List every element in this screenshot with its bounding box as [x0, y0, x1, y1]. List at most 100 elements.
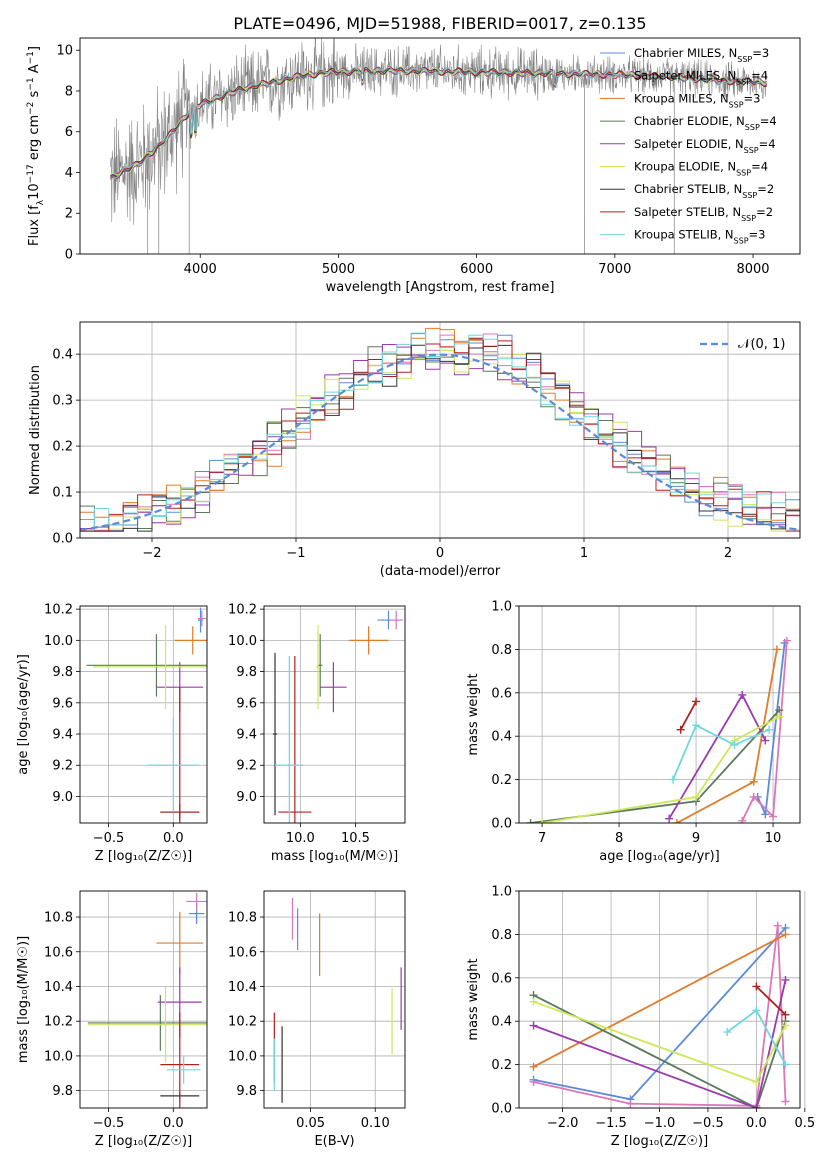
- weight-marker: [538, 819, 547, 823]
- legend-entry: Salpeter ELODIE, NSSP=4: [634, 137, 776, 155]
- weight-marker: [752, 1104, 761, 1108]
- y-tick-label: 0.2: [491, 773, 512, 788]
- y-tick-label: 10.0: [228, 634, 257, 649]
- y-tick-label: 0: [65, 248, 73, 263]
- histogram-step: [80, 334, 800, 532]
- mass_vs_Z-frame: [79, 890, 208, 1109]
- weight-line: [533, 994, 787, 1108]
- age_vs_mass-axes: 10.0 10.5 9.0 9.2 9.4 9.6 9.8 10.0 10.2: [228, 603, 405, 846]
- legend-entry: Kroupa STELIB, NSSP=3: [634, 228, 765, 246]
- y-tick-label: 0.4: [491, 1015, 512, 1030]
- weight-marker: [781, 1010, 790, 1019]
- weight-marker: [738, 816, 747, 823]
- x-axis-label: Z [log₁₀(Z/Z☉)]: [95, 849, 192, 864]
- weight_vs_age-frame: [518, 605, 801, 824]
- legend-nssp: =3: [749, 228, 766, 242]
- x-tick-label: 8: [615, 831, 623, 846]
- legend-subscript: SSP: [729, 100, 744, 109]
- weight_vs_age-marks: [526, 636, 791, 823]
- residuals-frame: [79, 321, 801, 539]
- x-tick-label: 10: [765, 831, 782, 846]
- y-tick-label: 10.0: [44, 1049, 73, 1064]
- y-tick-label: 9.4: [236, 728, 257, 743]
- model-spectrum-line: [110, 66, 767, 176]
- page-title: PLATE=0496, MJD=51988, FIBERID=0017, z=0…: [233, 14, 646, 33]
- weight-marker: [782, 636, 791, 645]
- weight-marker: [761, 810, 770, 819]
- weight-marker: [692, 697, 701, 706]
- x-axis-label: wavelength [Angstrom, rest frame]: [326, 280, 555, 295]
- legend-nssp: =4: [751, 160, 768, 174]
- weight_vs_Z-marks: [529, 921, 790, 1108]
- y-tick-label: 10.8: [228, 911, 257, 926]
- weight-line: [530, 709, 780, 823]
- weight-marker: [781, 1021, 790, 1030]
- age_vs_mass-marks: [272, 610, 403, 823]
- y-tick-label: 0.4: [52, 348, 73, 363]
- x-tick-label: 10.5: [341, 831, 370, 846]
- weight-marker: [752, 1006, 761, 1015]
- y-tick-label: 9.6: [52, 696, 73, 711]
- y-axis-label: mass weight: [466, 673, 481, 755]
- x-tick-label: −1.5: [595, 1116, 627, 1131]
- y-tick-label: 9.0: [52, 790, 73, 805]
- histogram-step: [80, 344, 800, 532]
- weight-marker: [665, 814, 674, 823]
- y-tick-label: 4: [65, 166, 73, 181]
- y-tick-label: 1.0: [491, 885, 512, 900]
- mass_vs_ebv-marks: [273, 897, 402, 1103]
- y-tick-label: 9.4: [52, 728, 73, 743]
- weight-marker: [723, 1028, 732, 1037]
- x-tick-label: 0.0: [163, 1116, 184, 1131]
- y-tick-label: 0.2: [491, 1058, 512, 1073]
- weight-marker: [738, 690, 747, 699]
- y-tick-label: 0.0: [491, 1102, 512, 1117]
- y-tick-label: 0.6: [491, 971, 512, 986]
- model-spectrum-line: [110, 66, 768, 179]
- y-tick-label: 9.8: [236, 665, 257, 680]
- weight-line: [672, 724, 770, 780]
- legend-subscript: SSP: [736, 168, 751, 177]
- y-tick-label: 0.3: [52, 394, 73, 409]
- age_vs_Z-frame: [79, 605, 208, 824]
- y-tick-label: 9.8: [236, 1084, 257, 1099]
- y-tick-label: 9.0: [236, 790, 257, 805]
- x-tick-label: −2: [142, 546, 161, 561]
- legend-nssp: =3: [744, 91, 761, 105]
- x-tick-label: 1: [580, 546, 588, 561]
- y-axis-label-part: −1: [26, 77, 36, 90]
- y-axis-label: mass weight: [466, 958, 481, 1040]
- y-tick-label: 0.2: [52, 440, 73, 455]
- weight-line: [741, 640, 788, 822]
- x-tick-label: 6000: [460, 262, 493, 277]
- y-axis-label-part: λ: [36, 199, 46, 205]
- spectrum-marks: [110, 38, 768, 254]
- legend-subscript: SSP: [737, 55, 752, 64]
- weight-marker: [529, 1062, 538, 1071]
- x-tick-label: 4000: [184, 262, 217, 277]
- weight-marker: [626, 1099, 635, 1108]
- legend-entry: Chabrier MILES, NSSP=3: [634, 46, 769, 64]
- x-tick-label: 0.5: [795, 1116, 816, 1131]
- weight_vs_age-axes: 7 8 9 10 0.0 0.2 0.4 0.6 0.8 1.0: [491, 600, 800, 846]
- y-tick-label: 10.4: [44, 980, 73, 995]
- weight-line: [679, 701, 697, 731]
- x-axis-label: Z [log₁₀(Z/Z☉)]: [95, 1134, 192, 1149]
- weight-marker: [749, 777, 758, 786]
- y-tick-label: 10.4: [228, 980, 257, 995]
- legend-entry: Chabrier STELIB, NSSP=2: [634, 182, 774, 200]
- y-axis-label-part: Flux [f: [27, 205, 42, 246]
- weight-marker: [781, 1097, 790, 1106]
- x-tick-label: 0.0: [746, 1116, 767, 1131]
- mass_vs_ebv-axes: 0.05 0.10 9.8 10.0 10.2 10.4 10.6 10.8: [228, 891, 405, 1131]
- weight-marker: [769, 812, 778, 821]
- weight-marker: [749, 792, 758, 801]
- legend-model-name: Kroupa ELODIE, N: [634, 160, 736, 174]
- weight-line: [755, 985, 787, 1016]
- x-axis-label: E(B-V): [314, 1134, 354, 1149]
- legend-nssp: =4: [760, 114, 777, 128]
- x-tick-label: −2.0: [547, 1116, 579, 1131]
- x-tick-label: −0.5: [93, 831, 125, 846]
- y-tick-label: 0.0: [491, 817, 512, 832]
